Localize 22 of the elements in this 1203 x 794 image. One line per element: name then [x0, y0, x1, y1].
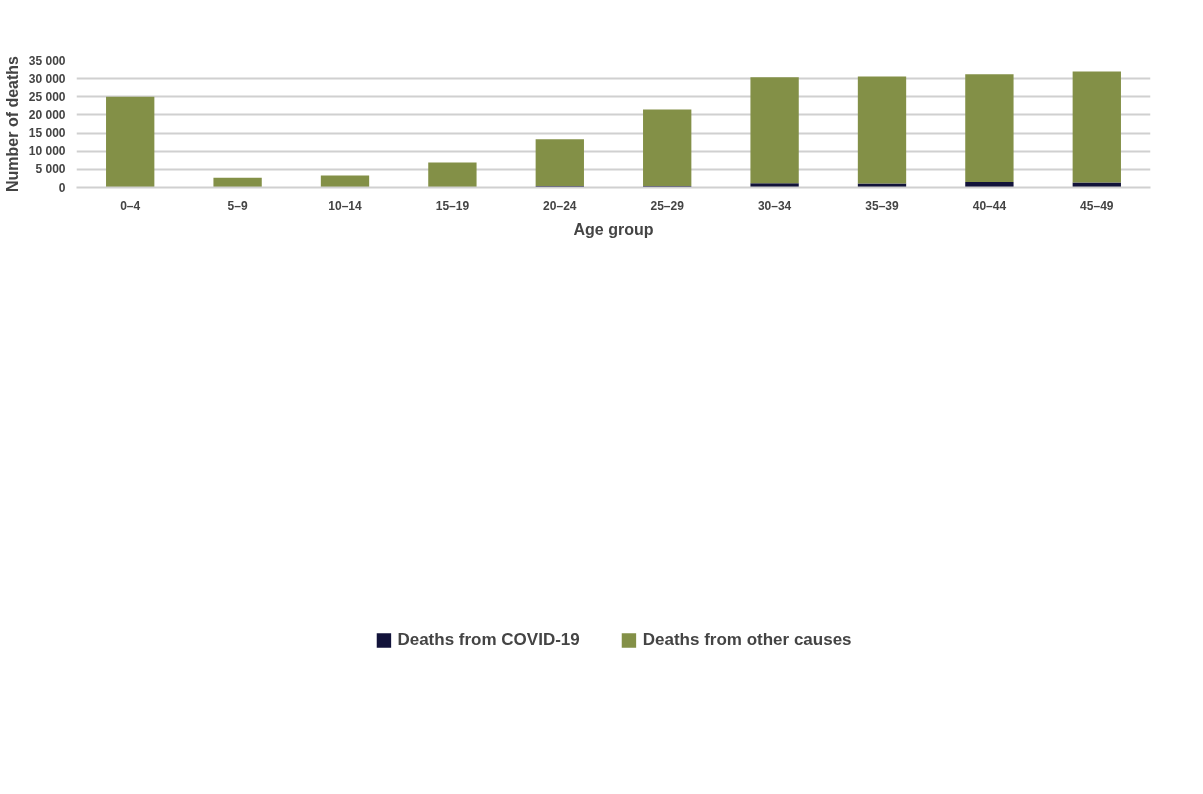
x-tick-label: 10–14 — [328, 198, 363, 213]
y-axis-title: Number of deaths — [3, 55, 21, 193]
y-tick-label: 5 000 — [35, 162, 66, 177]
x-tick-label: 25–29 — [650, 198, 685, 213]
y-tick-label: 20 000 — [28, 107, 66, 122]
x-tick-label: 15–19 — [435, 198, 470, 213]
legend-label: Deaths from COVID-19 — [397, 630, 580, 650]
x-tick-label: 5–9 — [227, 198, 248, 213]
y-tick-label: 10 000 — [28, 144, 66, 159]
y-tick-label: 30 000 — [28, 71, 66, 86]
x-axis-title: Age group — [573, 220, 654, 238]
y-tick-label: 25 000 — [28, 89, 66, 104]
x-tick-label: 0–4 — [120, 198, 141, 213]
y-tick-label: 0 — [58, 180, 66, 195]
x-tick-label: 35–39 — [865, 198, 900, 213]
y-tick-label: 35 000 — [28, 53, 66, 68]
y-tick-label: 15 000 — [28, 126, 66, 141]
legend-label: Deaths from other causes — [642, 630, 852, 650]
x-tick-label: 40–44 — [972, 198, 1007, 213]
x-tick-label: 45–49 — [1080, 198, 1114, 213]
x-tick-label: 20–24 — [543, 198, 577, 213]
x-tick-label: 30–34 — [757, 198, 792, 213]
